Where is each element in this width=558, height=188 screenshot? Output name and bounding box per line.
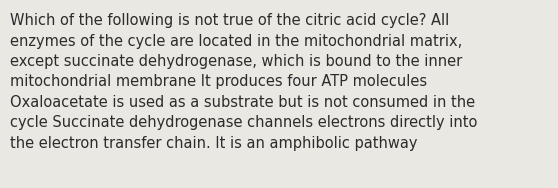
Text: Which of the following is not true of the citric acid cycle? All
enzymes of the : Which of the following is not true of th… [10,13,478,151]
